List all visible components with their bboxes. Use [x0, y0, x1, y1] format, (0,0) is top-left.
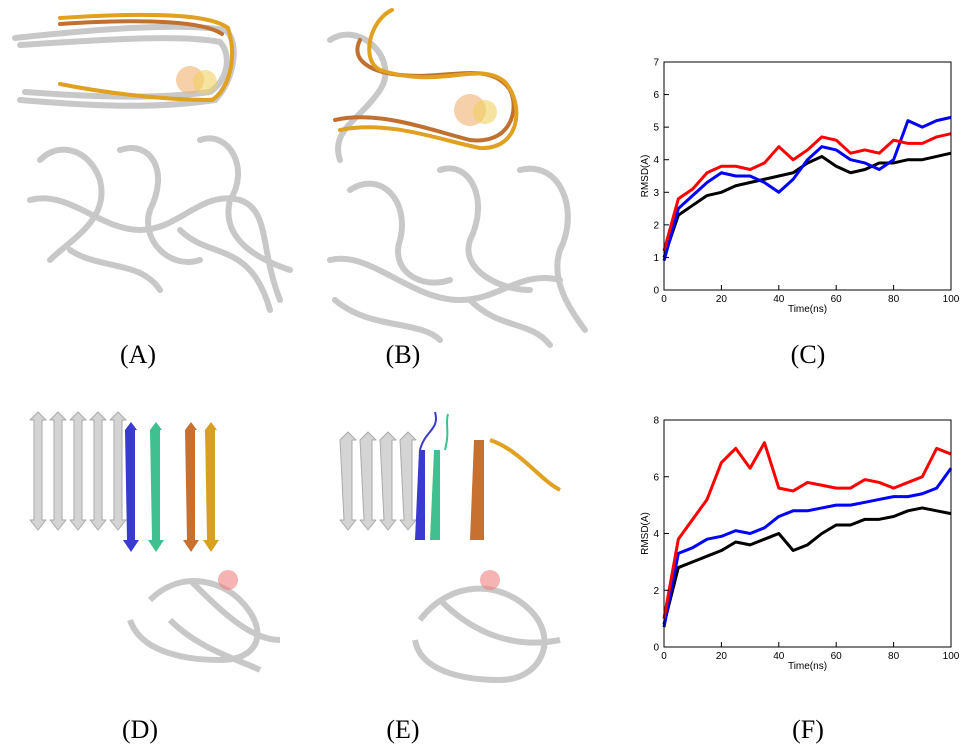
- series-line: [662, 506, 952, 625]
- panel-label: (E): [386, 715, 419, 744]
- x-tick-label: 0: [661, 651, 667, 662]
- plot-frame: [663, 61, 952, 291]
- y-tick-label: 2: [653, 586, 659, 597]
- y-axis-label: RMSD(A): [640, 155, 651, 198]
- y-tick-label: 8: [653, 416, 659, 427]
- x-tick-label: 60: [831, 651, 843, 662]
- panel-label: (F): [792, 715, 824, 744]
- series-line: [662, 115, 952, 262]
- y-tick-label: 0: [653, 643, 659, 654]
- panel-label: (C): [791, 340, 826, 369]
- panel-label: (B): [386, 340, 421, 369]
- y-tick-label: 0: [653, 286, 659, 297]
- y-tick-label: 3: [653, 188, 659, 199]
- y-tick-label: 6: [653, 90, 659, 101]
- x-tick-label: 100: [943, 294, 960, 305]
- y-tick-label: 7: [653, 58, 659, 69]
- x-tick-label: 20: [716, 294, 728, 305]
- x-tick-label: 80: [888, 651, 900, 662]
- x-tick-label: 40: [773, 651, 785, 662]
- y-tick-label: 5: [653, 123, 659, 134]
- molecule-a: [12, 12, 293, 313]
- molecule-e: [339, 411, 561, 683]
- y-tick-label: 4: [653, 529, 659, 540]
- plot-frame: [663, 419, 952, 648]
- x-tick-label: 20: [716, 651, 728, 662]
- panel-label: (D): [122, 715, 158, 744]
- x-tick-label: 100: [943, 651, 960, 662]
- y-tick-label: 2: [653, 220, 659, 231]
- series-line: [662, 441, 952, 619]
- x-tick-label: 40: [773, 294, 785, 305]
- x-tick-label: 80: [888, 294, 900, 305]
- x-tick-label: 60: [831, 294, 843, 305]
- x-tick-label: 0: [661, 294, 667, 305]
- molecule-d: [29, 411, 281, 673]
- y-tick-label: 1: [653, 253, 659, 264]
- y-tick-label: 6: [653, 472, 659, 483]
- series-line: [662, 467, 953, 628]
- x-axis-label: Time(ns): [788, 661, 827, 672]
- panel-label: (A): [120, 340, 156, 369]
- x-axis-label: Time(ns): [788, 304, 827, 315]
- series-line: [662, 132, 952, 252]
- series-line: [662, 151, 952, 258]
- molecule-b: [327, 8, 588, 348]
- y-tick-label: 4: [653, 155, 659, 166]
- y-axis-label: RMSD(A): [640, 512, 651, 555]
